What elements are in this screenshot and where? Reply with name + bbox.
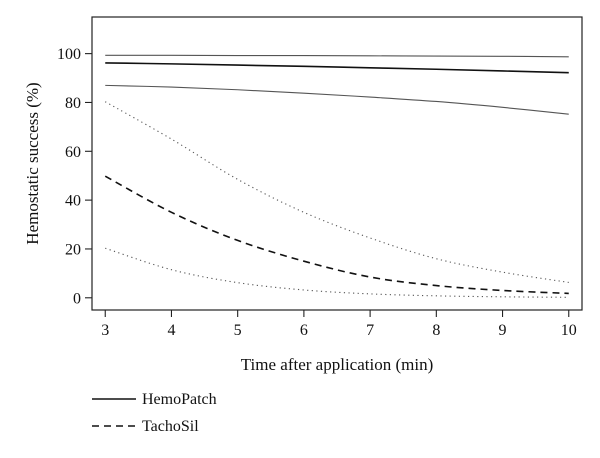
x-tick-label: 3 — [101, 322, 109, 339]
legend-label-tachosil: TachoSil — [142, 418, 199, 435]
plot-frame — [91, 16, 583, 311]
series-line-tachosil — [104, 175, 569, 295]
x-tick-label: 10 — [561, 322, 577, 339]
y-tick-label: 0 — [73, 290, 81, 307]
x-tick-label: 6 — [300, 322, 308, 339]
y-tick-label: 60 — [65, 144, 81, 161]
legend-label-hemopatch: HemoPatch — [142, 391, 217, 408]
series-line-tachosil-lower-bound — [105, 247, 569, 298]
x-tick-label: 9 — [499, 322, 507, 339]
x-tick-label: 8 — [432, 322, 440, 339]
y-tick-label: 40 — [65, 193, 81, 210]
series-line-hemopatch-upper-bound — [105, 54, 569, 58]
series-line-hemopatch-lower-bound — [105, 84, 569, 115]
y-axis-label: Hemostatic success (%) — [23, 82, 42, 244]
x-tick-label: 5 — [234, 322, 242, 339]
y-tick-label: 80 — [65, 95, 81, 112]
x-axis: 3 4 5 6 7 8 9 10 — [101, 310, 577, 339]
y-axis: 0 20 40 60 80 100 — [57, 46, 92, 307]
x-tick-label: 7 — [366, 322, 374, 339]
series-line-hemopatch — [105, 62, 569, 74]
series-layer — [104, 54, 569, 298]
y-tick-label: 100 — [57, 46, 81, 63]
x-tick-label: 4 — [167, 322, 175, 339]
x-axis-label: Time after application (min) — [241, 355, 433, 374]
y-tick-label: 20 — [65, 241, 81, 258]
series-line-tachosil-upper-bound — [104, 101, 569, 283]
legend: HemoPatch TachoSil — [92, 391, 217, 435]
